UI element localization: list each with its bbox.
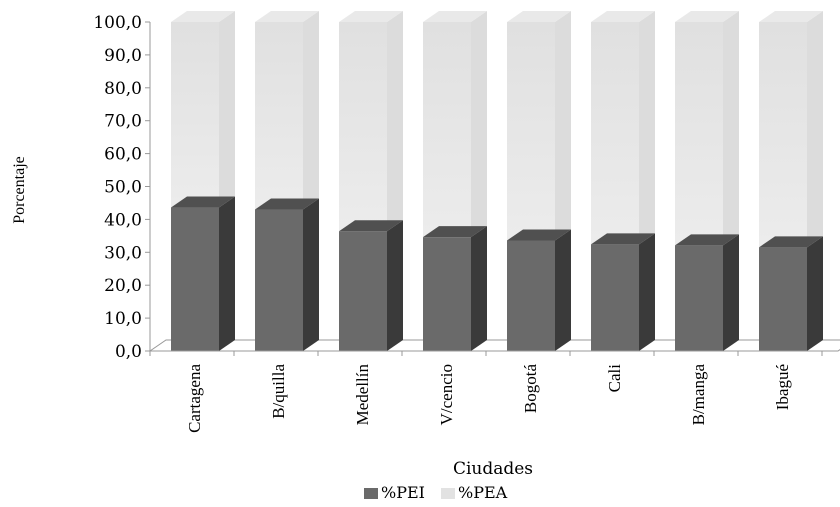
bar-pea: [255, 22, 303, 210]
bar-pea-side: [387, 11, 403, 232]
legend-swatch-pei: [364, 488, 378, 499]
y-tick-label: 80,0: [104, 79, 142, 99]
bar-pei: [339, 231, 387, 351]
bar-pea-side: [723, 11, 739, 246]
bar-pei: [423, 237, 471, 351]
bar-group: [591, 11, 655, 351]
y-tick-label: 50,0: [104, 178, 142, 198]
bar-pei-side: [387, 220, 403, 351]
x-tick-label: Ibagué: [773, 364, 792, 410]
bar-pea-top: [171, 11, 235, 22]
bar-pea: [171, 22, 219, 208]
bar-pei: [675, 245, 723, 351]
bar-pei-top: [171, 196, 235, 208]
bar-pei-top: [339, 220, 403, 232]
bar-pea-top: [759, 11, 823, 22]
bar-pea: [339, 22, 387, 232]
legend-swatch-pea: [441, 488, 455, 499]
legend-label-pei: %PEI: [381, 483, 425, 502]
bar-pea-side: [639, 11, 655, 245]
y-axis-title: Porcentaje: [11, 156, 28, 224]
bar-group: [675, 11, 739, 351]
bar-pea-top: [507, 11, 571, 22]
y-tick-label: 70,0: [104, 112, 142, 132]
bar-group: [423, 11, 487, 351]
bar-pei-side: [807, 236, 823, 351]
x-tick-label: Cali: [605, 364, 624, 393]
bar-pea-side: [555, 11, 571, 241]
bar-pei-side: [471, 226, 487, 351]
bar-pei: [507, 240, 555, 351]
x-axis: Cartagena B/quilla Medellín V/cencio Bogotá C…: [149, 350, 838, 433]
y-tick-label: 30,0: [104, 243, 142, 263]
legend: %PEI %PEA: [364, 483, 508, 502]
bar-group: [255, 11, 319, 351]
x-tick-label: Bogotá: [521, 364, 540, 414]
bar-pei-side: [639, 233, 655, 351]
bar-pea-side: [807, 11, 823, 248]
bar-group: [171, 11, 235, 351]
bar-pea-top: [675, 11, 739, 22]
bar-pei-top: [675, 234, 739, 246]
bar-pei-top: [591, 233, 655, 245]
bar-pei: [171, 207, 219, 351]
bar-pei-side: [723, 234, 739, 351]
y-tick-label: 10,0: [104, 309, 142, 329]
x-tick-label: V/cencio: [437, 364, 456, 425]
bar-pea: [423, 22, 471, 238]
bar-pea: [675, 22, 723, 246]
bar-pea-top: [339, 11, 403, 22]
legend-label-pea: %PEA: [458, 483, 508, 502]
bar-pei-side: [219, 196, 235, 351]
bar-pea: [591, 22, 639, 245]
bar-pei-top: [423, 226, 487, 238]
y-tick-label: 100,0: [93, 13, 142, 33]
bar-pei-side: [555, 229, 571, 351]
y-tick-label: 40,0: [104, 210, 142, 230]
x-tick-label: B/manga: [689, 364, 708, 426]
bar-pei: [759, 247, 807, 351]
bar-pea: [759, 22, 807, 248]
bar-group: [507, 11, 571, 351]
bar-pei: [591, 244, 639, 351]
y-tick-label: 20,0: [104, 276, 142, 296]
bar-pea-side: [471, 11, 487, 238]
x-tick-label: Medellín: [353, 364, 372, 426]
bars: [171, 11, 823, 351]
x-tick-label: Cartagena: [185, 364, 204, 433]
bar-pea-top: [591, 11, 655, 22]
bar-group: [339, 11, 403, 351]
bar-pea-side: [219, 11, 235, 208]
bar-pei-top: [759, 236, 823, 248]
bar-pei-side: [303, 198, 319, 351]
x-axis-title: Ciudades: [453, 459, 533, 479]
bar-pei: [255, 209, 303, 351]
y-axis: 0,0 10,0 20,0 30,0 40,0 50,0 60,0 70,0 80,0 90,0 1…: [93, 13, 151, 362]
y-tick-label: 90,0: [104, 46, 142, 66]
bar-pea-side: [303, 11, 319, 210]
bar-pei-top: [507, 229, 571, 241]
bar-pea-top: [423, 11, 487, 22]
bar-pei-top: [255, 198, 319, 210]
y-tick-label: 0,0: [115, 342, 142, 362]
bar-group: [759, 11, 823, 351]
bar-pea-top: [255, 11, 319, 22]
x-tick-label: B/quilla: [269, 364, 288, 419]
y-tick-label: 60,0: [104, 145, 142, 165]
bar-pea: [507, 22, 555, 241]
